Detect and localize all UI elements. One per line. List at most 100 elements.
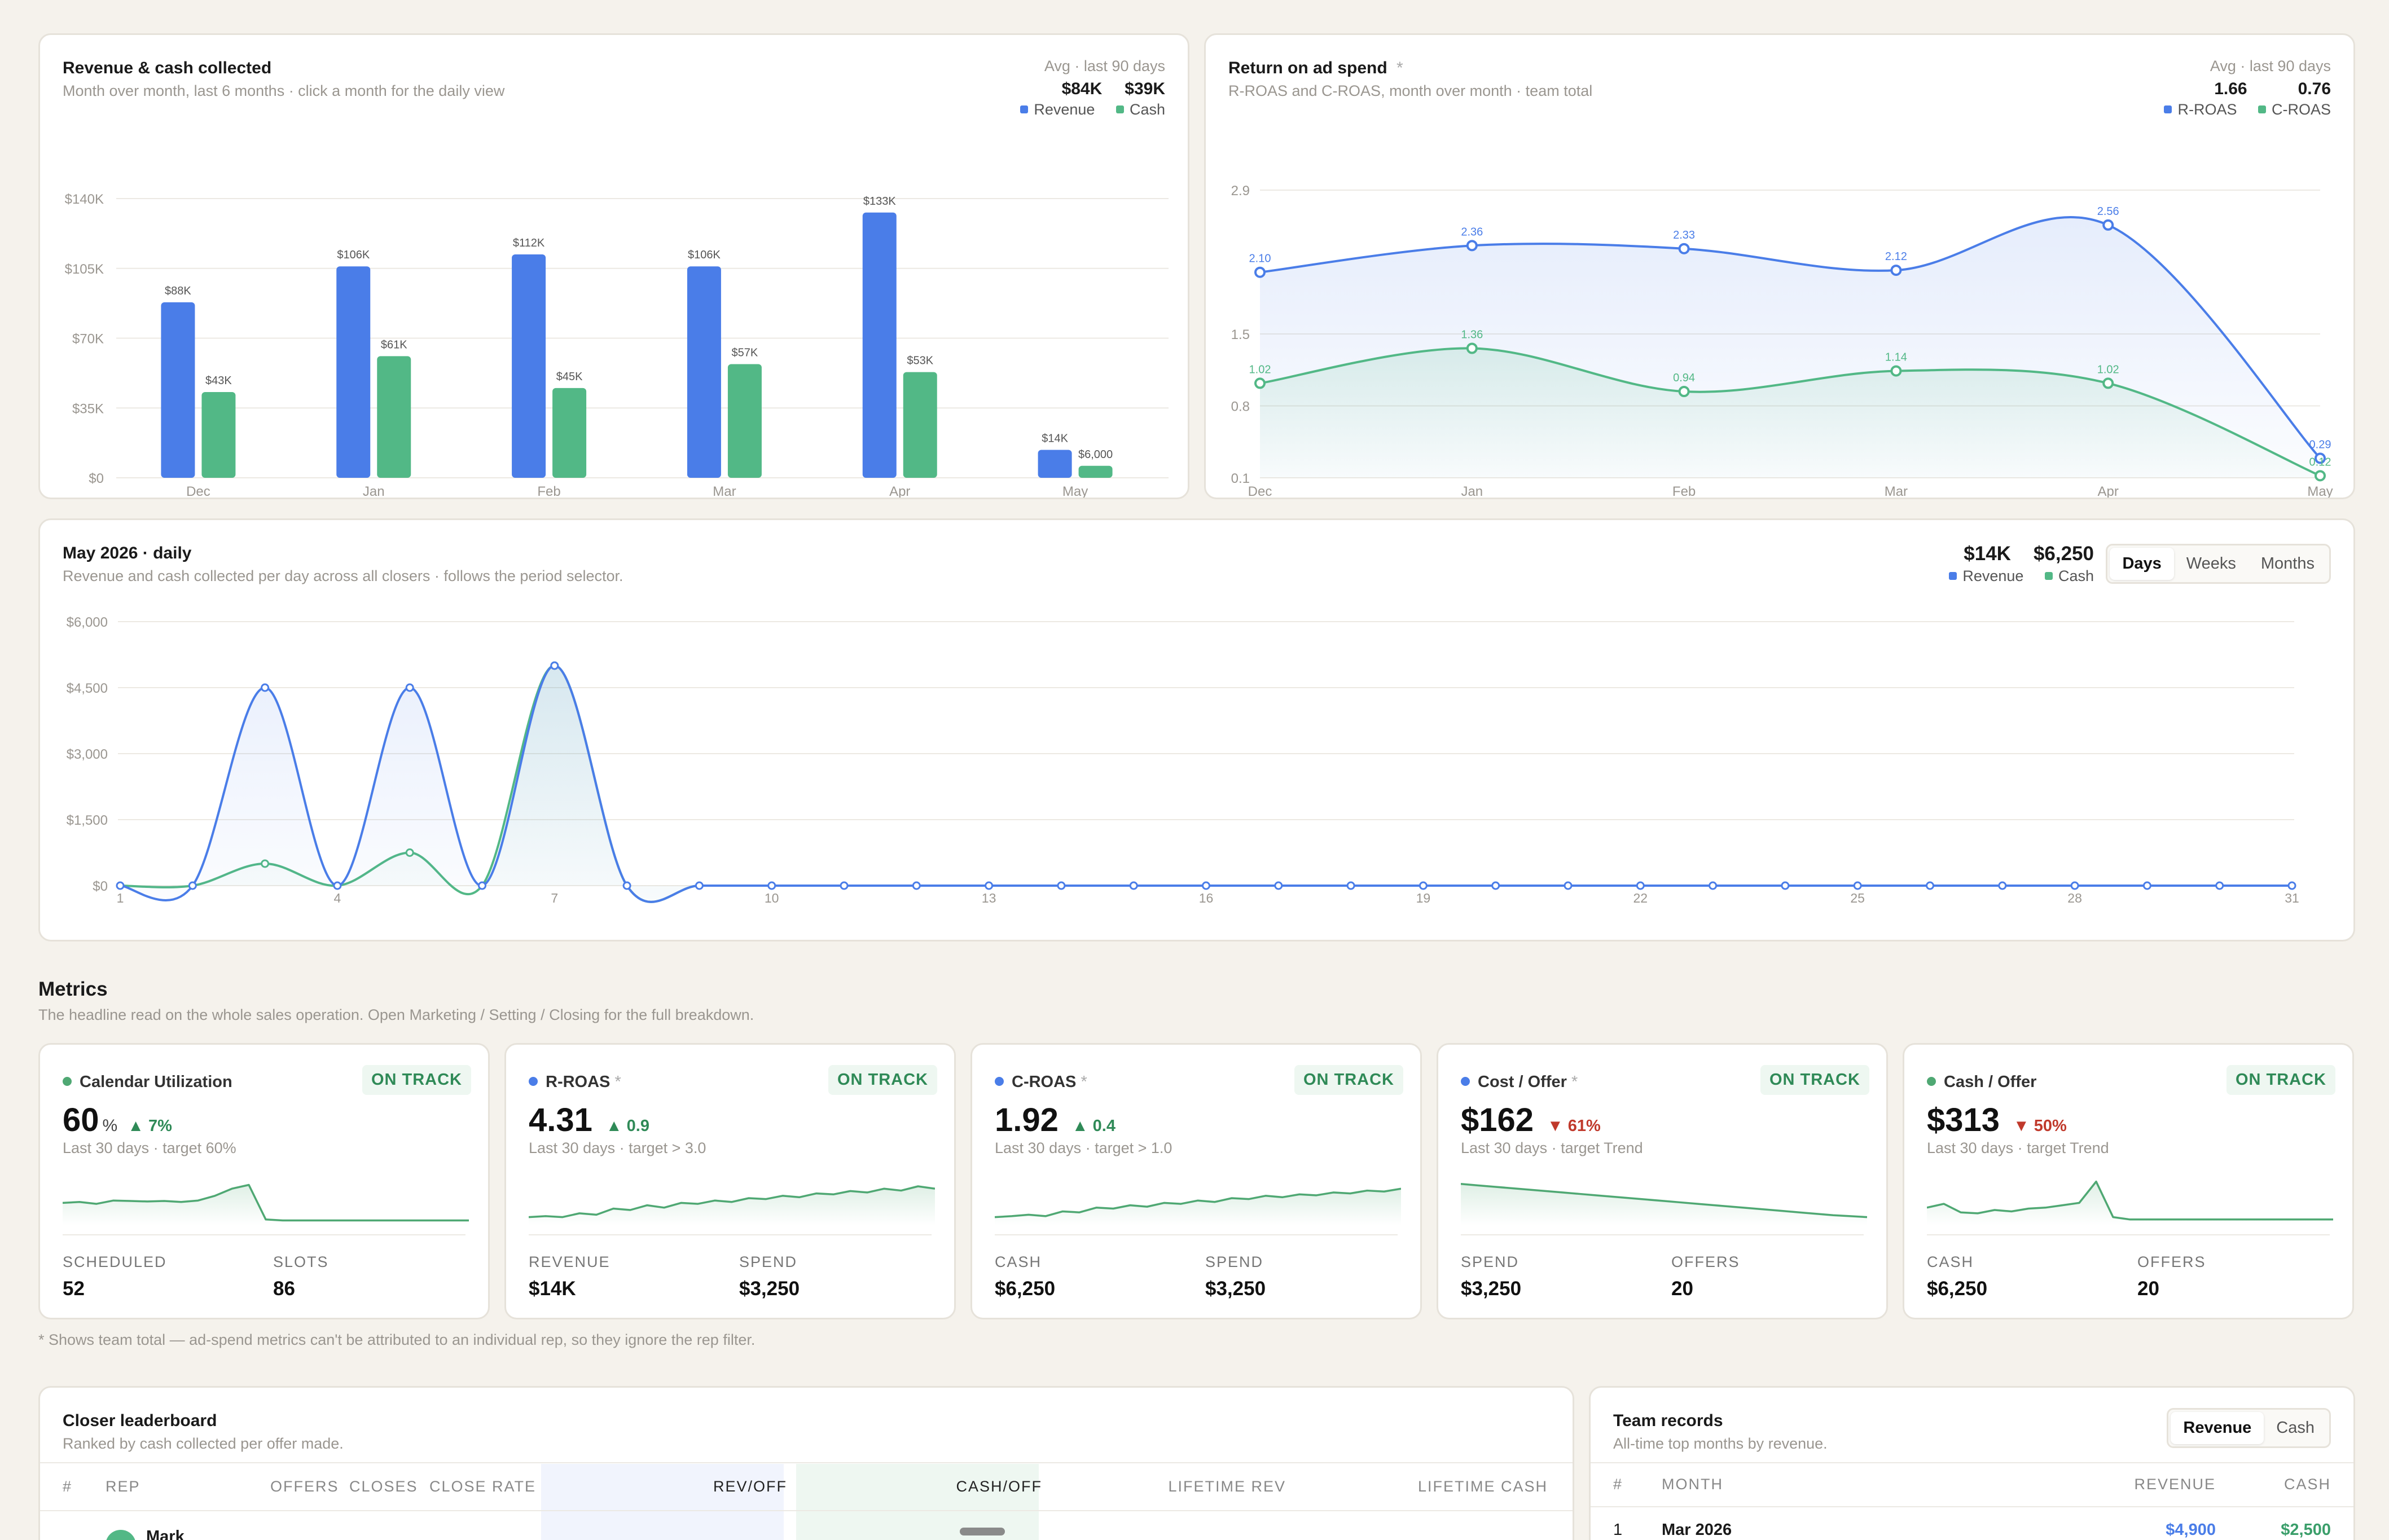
card-title: Revenue & cash collected bbox=[63, 59, 272, 77]
revenue-area bbox=[120, 666, 2292, 902]
metric-stat-1: CASH $6,250 bbox=[1927, 1253, 1988, 1300]
x-tick-label: 25 bbox=[1850, 891, 1865, 905]
total-cash: $6,250 bbox=[2033, 543, 2094, 565]
metric-divider bbox=[63, 1234, 465, 1235]
metric-card[interactable]: C-ROAS * ON TRACK 1.92 ▲ 0.4 Last 30 days · … bbox=[970, 1043, 1422, 1319]
metric-card[interactable]: Calendar Utilization ON TRACK 60% ▲ 7% Last… bbox=[38, 1043, 490, 1319]
metric-stat-2: SLOTS 86 bbox=[273, 1253, 329, 1300]
bar-value-label: $57K bbox=[732, 346, 758, 359]
rep-name[interactable]: Mark bbox=[146, 1528, 185, 1540]
col-cash-off[interactable]: CASH/OFF bbox=[956, 1478, 1042, 1495]
x-tick-label: Mar bbox=[713, 484, 736, 499]
tab-months[interactable]: Months bbox=[2260, 555, 2315, 573]
croas-point bbox=[1678, 386, 1690, 397]
closer-leaderboard-card: Closer leaderboard Ranked by cash collec… bbox=[38, 1386, 1574, 1540]
x-tick-label: 1 bbox=[117, 891, 124, 905]
records-toggle: Revenue Cash bbox=[2167, 1408, 2331, 1448]
croas-area bbox=[1260, 348, 2320, 478]
metric-stat-1: REVENUE $14K bbox=[529, 1253, 611, 1300]
avg-label: Avg · last 90 days bbox=[2210, 58, 2331, 74]
record-revenue: $4,900 bbox=[2166, 1521, 2216, 1539]
col-rank: # bbox=[1613, 1476, 1623, 1493]
roas-card: Return on ad spend * R-ROAS and C-ROAS, … bbox=[1204, 33, 2355, 499]
tab-weeks[interactable]: Weeks bbox=[2186, 555, 2236, 573]
status-badge: ON TRACK bbox=[828, 1065, 937, 1095]
col-rev-off[interactable]: REV/OFF bbox=[713, 1478, 787, 1495]
tab-revenue[interactable]: Revenue bbox=[2171, 1412, 2264, 1444]
revenue-bar bbox=[512, 254, 546, 478]
x-tick-label: Jan bbox=[363, 484, 385, 499]
col-rep[interactable]: REP bbox=[106, 1478, 140, 1495]
x-tick-label: Jan bbox=[1461, 484, 1483, 499]
x-tick-label: May bbox=[2307, 484, 2333, 499]
cash-off-column-highlight bbox=[796, 1464, 1039, 1540]
sparkline-line bbox=[1927, 1180, 2333, 1221]
revenue-point bbox=[333, 881, 342, 890]
x-tick-label: Apr bbox=[2098, 484, 2119, 499]
col-close-rate[interactable]: CLOSE RATE bbox=[429, 1478, 537, 1495]
metric-delta: ▼ 61% bbox=[1547, 1117, 1601, 1135]
revenue-point bbox=[985, 881, 994, 890]
col-closes[interactable]: CLOSES bbox=[349, 1478, 418, 1495]
croas-point bbox=[2315, 470, 2326, 482]
point-value-label: 0.94 bbox=[1673, 372, 1695, 384]
metric-name: Cost / Offer * bbox=[1461, 1073, 1578, 1092]
x-tick-label: Dec bbox=[186, 484, 210, 499]
cash-bar bbox=[201, 391, 236, 478]
metric-sparkline bbox=[995, 1187, 1401, 1225]
avg-revenue: $84K bbox=[1061, 80, 1103, 98]
revenue-point bbox=[2142, 881, 2151, 890]
metric-card[interactable]: Cash / Offer ON TRACK $313 ▼ 50% Last 30 da… bbox=[1903, 1043, 2354, 1319]
revenue-cash-bar-chart[interactable]: $0 $35K $70K $105K $140K $88K $43K Dec $106K $61K… bbox=[40, 35, 1189, 499]
tab-cash[interactable]: Cash bbox=[2276, 1419, 2315, 1437]
sparkline-area bbox=[1927, 1181, 2333, 1225]
croas-point bbox=[2102, 377, 2114, 389]
daily-area-chart: $0 $1,500 $3,000 $4,500 $6,000 1 4 7 10 13 16 19 22 2… bbox=[67, 615, 2299, 905]
y-tick-label: $3,000 bbox=[67, 747, 108, 762]
rroas-point bbox=[1254, 266, 1266, 278]
sparkline-line bbox=[995, 1187, 1401, 1218]
col-rank: # bbox=[63, 1478, 73, 1495]
rroas-point bbox=[1890, 265, 1902, 276]
bar-value-label: $112K bbox=[513, 237, 545, 249]
bar-value-label: $61K bbox=[381, 338, 407, 351]
metric-divider bbox=[529, 1234, 932, 1235]
card-title: May 2026 · daily bbox=[63, 544, 192, 562]
metric-color-dot bbox=[995, 1077, 1004, 1086]
status-badge: ON TRACK bbox=[362, 1065, 471, 1095]
metric-target-note: Last 30 days · target > 1.0 bbox=[995, 1139, 1172, 1156]
col-lifetime-rev[interactable]: LIFETIME REV bbox=[1168, 1478, 1286, 1495]
revenue-point bbox=[1346, 881, 1355, 890]
col-lifetime-cash[interactable]: LIFETIME CASH bbox=[1417, 1478, 1548, 1495]
revenue-point bbox=[2070, 881, 2079, 890]
avg-croas: 0.76 bbox=[2298, 80, 2331, 98]
revenue-bar bbox=[336, 266, 371, 478]
metric-delta: ▲ 7% bbox=[128, 1117, 172, 1135]
card-subtitle: R-ROAS and C-ROAS, month over month · te… bbox=[1228, 82, 1593, 99]
revenue-line bbox=[120, 664, 2292, 903]
metric-stat-1: SCHEDULED 52 bbox=[63, 1253, 167, 1300]
bar-value-label: $43K bbox=[205, 375, 232, 387]
metric-name: R-ROAS * bbox=[529, 1073, 621, 1092]
metric-value: $162 ▼ 61% bbox=[1461, 1102, 1601, 1138]
roas-line-chart: 0.1 0.8 1.5 2.9 2.10 2.36 2.33 2.12 2.56 0.29 1.02… bbox=[1231, 183, 2333, 499]
metric-sparkline bbox=[1927, 1180, 2333, 1225]
daily-totals: $14K $6,250 Revenue Cash bbox=[1932, 543, 2094, 585]
sparkline-area bbox=[63, 1185, 469, 1225]
sparkline-line bbox=[529, 1185, 935, 1218]
scroll-handle[interactable] bbox=[960, 1528, 1005, 1535]
avg-label: Avg · last 90 days bbox=[1044, 58, 1165, 74]
metric-card[interactable]: R-ROAS * ON TRACK 4.31 ▲ 0.9 Last 30 days · … bbox=[504, 1043, 956, 1319]
x-tick-label: 7 bbox=[551, 891, 558, 905]
y-tick-label: $1,500 bbox=[67, 813, 108, 828]
col-month: MONTH bbox=[1662, 1476, 1723, 1493]
rroas-point bbox=[2102, 219, 2114, 231]
tab-days[interactable]: Days bbox=[2110, 548, 2174, 580]
avg-summary: Avg · last 90 days $84K $39K Revenue Cash bbox=[1003, 58, 1165, 118]
col-offers[interactable]: OFFERS bbox=[270, 1478, 339, 1495]
record-cash: $2,500 bbox=[2281, 1521, 2331, 1539]
legend-cash: Cash bbox=[2044, 567, 2094, 585]
card-title: Closer leaderboard bbox=[63, 1411, 217, 1430]
revenue-point bbox=[1202, 881, 1210, 890]
metric-card[interactable]: Cost / Offer * ON TRACK $162 ▼ 61% Last 30 d… bbox=[1437, 1043, 1888, 1319]
